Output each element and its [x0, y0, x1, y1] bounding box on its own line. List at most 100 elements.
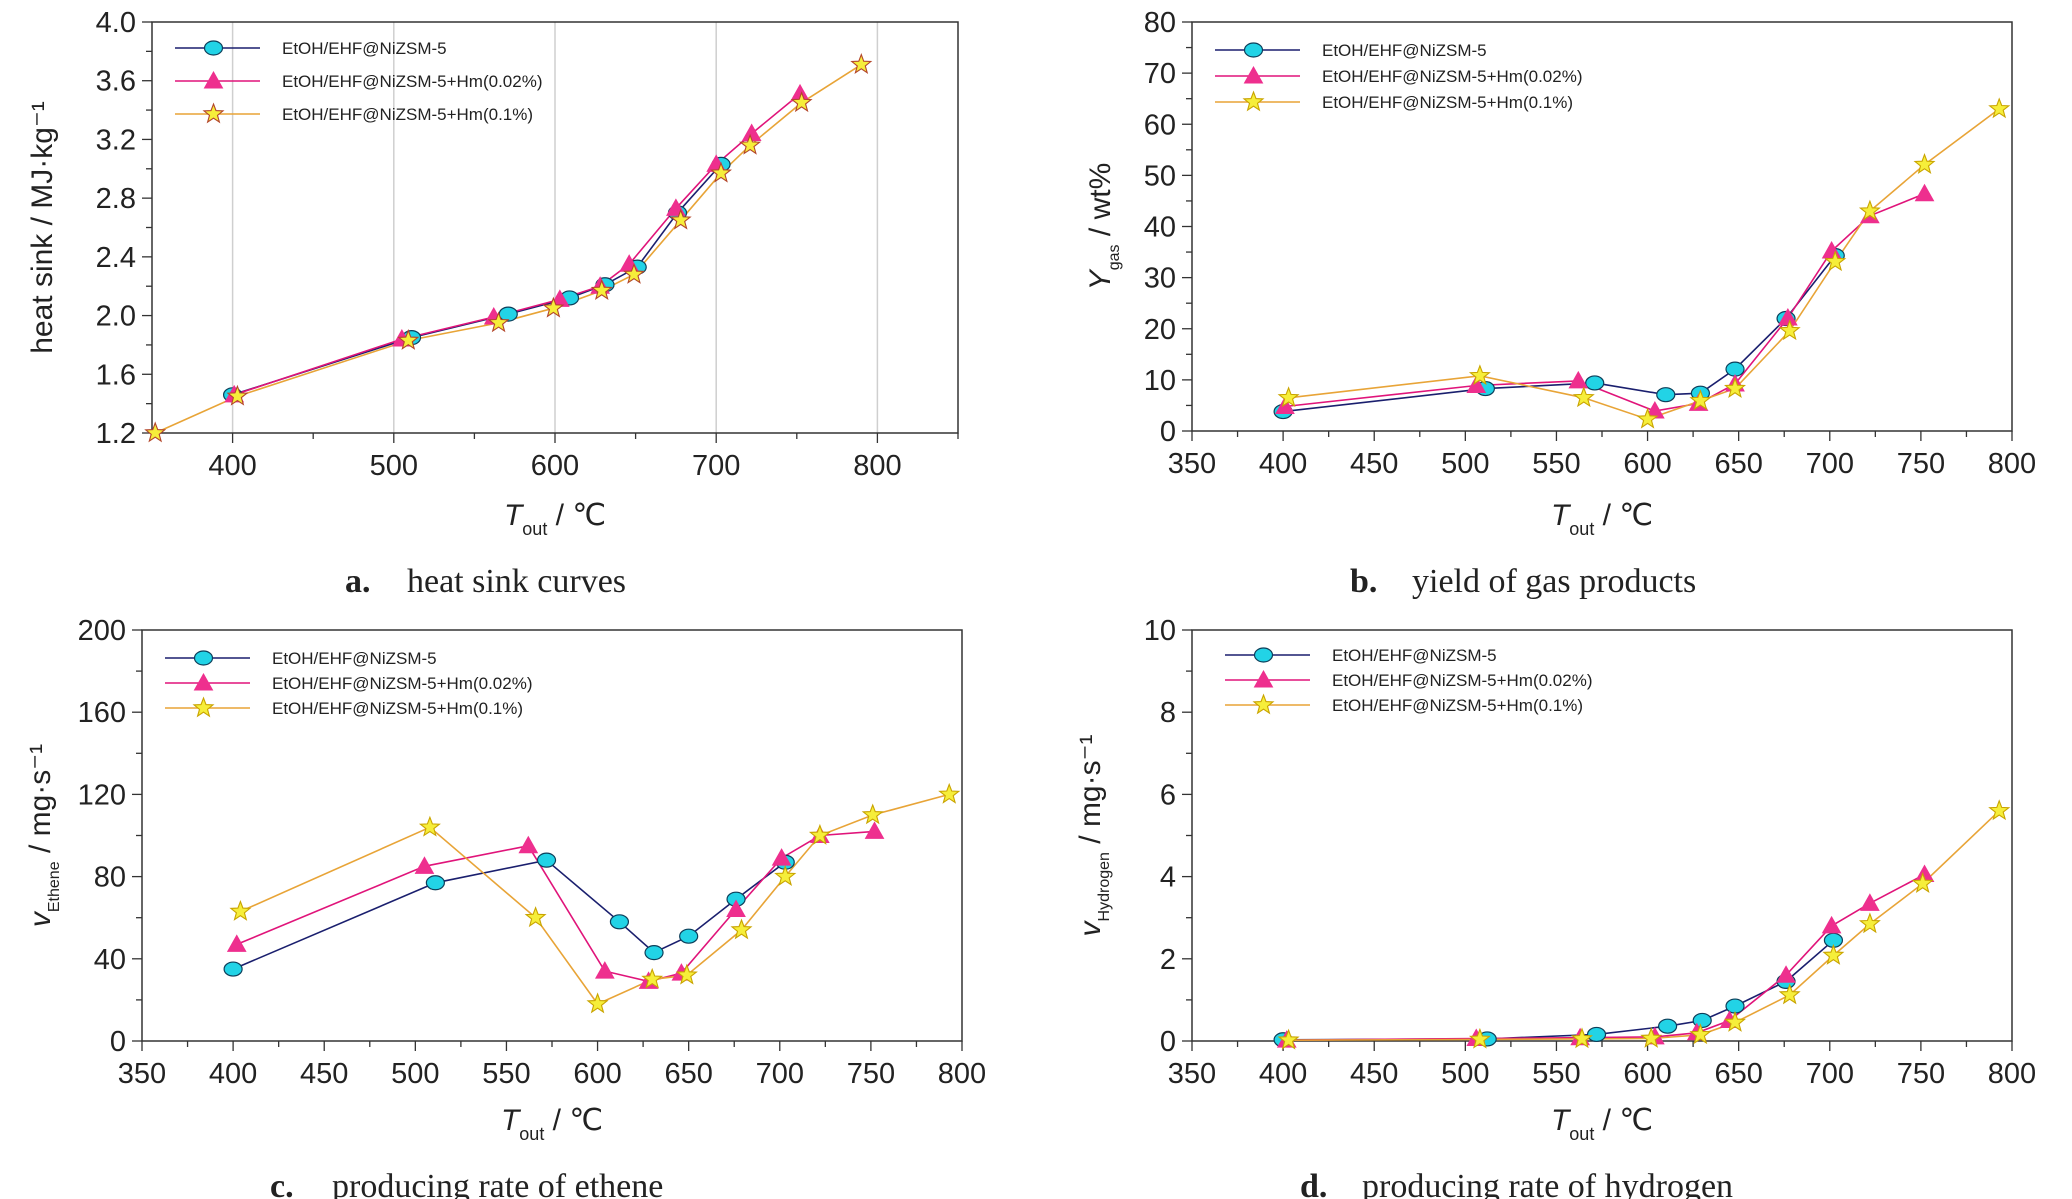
data-point-star: [1724, 1010, 1746, 1032]
chart-3: 350 400 450 500 550 600 650 700 750 800 0 40 80 120 16…: [24, 615, 986, 1199]
data-point-triangle: [1776, 965, 1796, 983]
legend-label: EtOH/EHF@NiZSM-5+Hm(0.1%): [282, 105, 533, 124]
data-point-star: [1858, 199, 1881, 221]
data-point-triangle: [518, 835, 539, 854]
y-tick-label: 160: [78, 697, 126, 729]
legend-label: EtOH/EHF@NiZSM-5+Hm(0.02%): [272, 674, 533, 693]
data-point-star: [710, 161, 732, 183]
y-tick-label: 0: [1160, 416, 1176, 448]
y-tick-label: 0: [110, 1026, 126, 1058]
legend-marker: [1253, 669, 1274, 688]
plot-frame: [1191, 21, 2013, 432]
data-point-triangle: [1860, 893, 1880, 911]
series-line-2: [1286, 873, 1925, 1041]
x-tick-label: 650: [1714, 448, 1762, 480]
y-tick-label: 70: [1144, 58, 1176, 90]
x-tick-label: 400: [1259, 448, 1307, 480]
data-point-triangle: [226, 934, 247, 952]
data-point-star: [524, 906, 547, 928]
data-point-circle: [536, 852, 557, 868]
data-point-star: [542, 296, 565, 318]
data-point-star: [586, 992, 609, 1014]
legend-label: EtOH/EHF@NiZSM-5+Hm(0.1%): [272, 699, 523, 718]
y-tick-label: 50: [1144, 160, 1176, 192]
x-axis-title: Tout / ℃: [1551, 499, 1653, 539]
y-axis-title: vHydrogen / mg·s⁻¹: [1074, 735, 1113, 937]
data-point-star: [1988, 97, 2011, 119]
y-tick-label: 10: [1144, 615, 1176, 647]
data-point-star: [590, 279, 613, 300]
x-tick-label: 600: [1623, 1058, 1671, 1090]
data-point-circle: [1656, 387, 1676, 403]
x-tick-label: 800: [1988, 448, 2036, 480]
y-tick-label: 20: [1144, 314, 1176, 346]
data-point-triangle: [1568, 370, 1589, 389]
legend-label: EtOH/EHF@NiZSM-5: [1332, 646, 1497, 665]
chart-4: 350 400 450 500 550 600 650 700 750 800 0 2 4 6 8 10 Tou…: [1074, 615, 2036, 1199]
data-point-circle: [1692, 1012, 1712, 1029]
y-tick-label: 3.2: [96, 124, 136, 156]
y-tick-label: 60: [1144, 109, 1176, 141]
x-tick-label: 500: [370, 450, 418, 482]
x-tick-label: 550: [482, 1058, 530, 1090]
x-axis-title: Tout / ℃: [1551, 1104, 1653, 1144]
series-line-2: [233, 93, 801, 396]
y-tick-label: 200: [78, 615, 126, 647]
y-tick-label: 1.6: [96, 359, 136, 391]
x-tick-label: 350: [1168, 448, 1216, 480]
series-line-1: [1283, 939, 1834, 1041]
x-tick-label: 600: [1623, 448, 1671, 480]
x-tick-label: 750: [1897, 448, 1945, 480]
data-point-star: [1913, 153, 1936, 174]
x-tick-label: 500: [1441, 448, 1489, 480]
data-point-circle: [1657, 1018, 1678, 1034]
data-point-circle: [1585, 375, 1605, 391]
series-line-1: [232, 163, 722, 396]
data-point-triangle: [726, 899, 746, 917]
data-point-star: [1778, 319, 1801, 341]
y-tick-label: 1.2: [96, 418, 136, 450]
data-point-star: [229, 899, 252, 921]
y-tick-label: 2.8: [96, 183, 136, 215]
caption-text: producing rate of ethene: [332, 1168, 663, 1199]
legend-label: EtOH/EHF@NiZSM-5: [282, 39, 447, 58]
legend-label: EtOH/EHF@NiZSM-5+Hm(0.02%): [1332, 671, 1593, 690]
x-tick-label: 450: [1350, 448, 1398, 480]
chart-1: 400 500 600 700 800 1.2 1.6 2.0 2.4 2.8 3.2 3.6 4.0 T…: [26, 7, 959, 600]
data-point-triangle: [1821, 915, 1842, 934]
legend-label: EtOH/EHF@NiZSM-5+Hm(0.02%): [282, 72, 543, 91]
data-point-star: [1277, 1028, 1300, 1050]
data-point-star: [738, 133, 762, 155]
caption-text: yield of gas products: [1412, 563, 1696, 600]
legend-marker: [193, 650, 214, 666]
data-point-star: [850, 53, 873, 74]
data-point-star: [1636, 407, 1659, 429]
data-point-star: [1468, 1027, 1491, 1049]
data-point-star: [1468, 364, 1491, 386]
data-point-circle: [1725, 998, 1745, 1014]
y-tick-label: 4.0: [96, 7, 136, 39]
y-tick-label: 80: [1144, 7, 1176, 39]
x-tick-label: 800: [938, 1058, 986, 1090]
x-tick-label: 800: [853, 450, 901, 482]
legend-marker: [192, 696, 215, 718]
legend-marker: [203, 40, 224, 56]
plot-frame: [141, 629, 963, 1042]
x-axis-title: Tout / ℃: [504, 499, 606, 539]
data-point-star: [1988, 799, 2011, 821]
data-point-star: [861, 803, 884, 825]
data-point-star: [1778, 983, 1801, 1005]
data-point-star: [1572, 386, 1595, 408]
data-point-star: [1724, 377, 1746, 398]
y-axis-title: heat sink / MJ·kg⁻¹: [26, 101, 59, 354]
series-line-3: [1288, 108, 2000, 421]
caption-letter: b.: [1350, 563, 1377, 600]
data-point-star: [1911, 872, 1934, 893]
y-tick-label: 8: [1160, 697, 1176, 729]
series-line-1: [232, 859, 786, 970]
y-tick-label: 40: [94, 944, 126, 976]
data-point-star: [1858, 912, 1881, 934]
x-tick-label: 500: [391, 1058, 439, 1090]
